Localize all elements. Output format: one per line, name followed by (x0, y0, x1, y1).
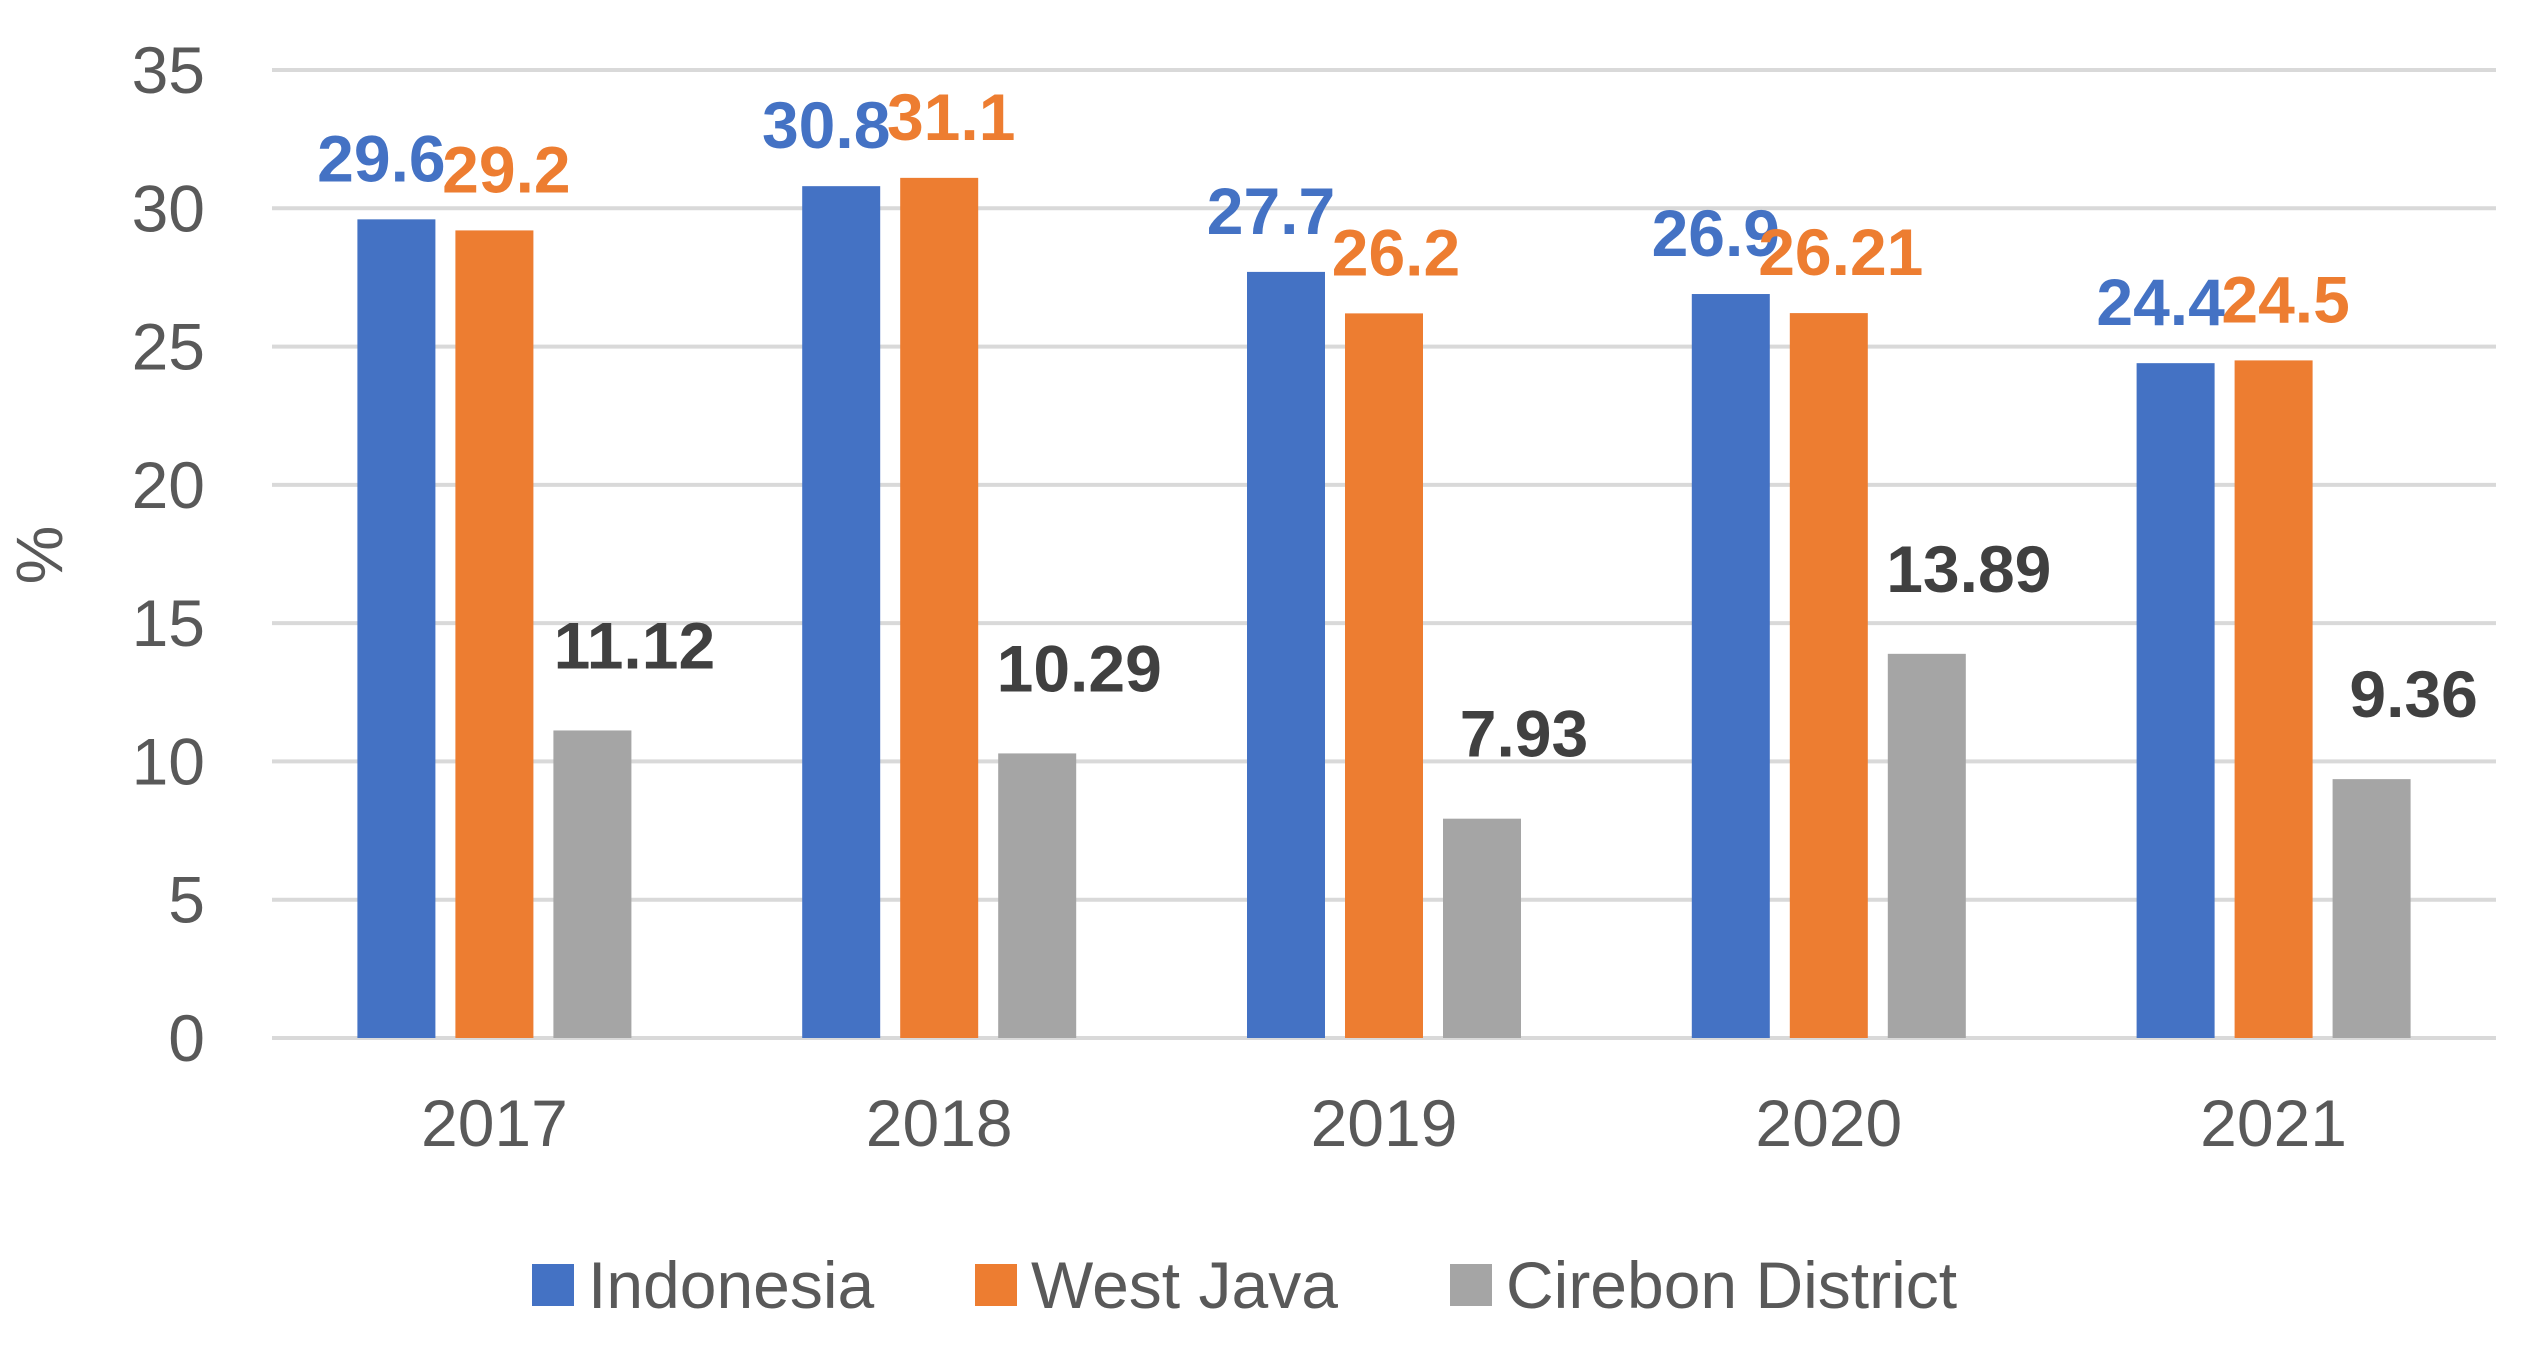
data-label-indonesia-2021: 24.4 (2096, 265, 2225, 339)
bar-indonesia-2017 (357, 219, 436, 1038)
legend-swatch-indonesia (532, 1264, 574, 1306)
bar-indonesia-2020 (1691, 294, 1770, 1039)
bar-indonesia-2018 (802, 186, 881, 1038)
y-tick-label: 25 (132, 310, 205, 384)
y-tick-label: 5 (168, 863, 205, 937)
bar-cirebon-district-2017 (553, 730, 632, 1038)
x-tick-label: 2021 (2200, 1086, 2347, 1160)
bar-cirebon-district-2021 (2332, 779, 2411, 1038)
legend-swatch-cirebon-district (1450, 1264, 1492, 1306)
data-label-west-java-2021: 24.5 (2221, 262, 2349, 336)
data-label-cirebon-district-2019: 7.93 (1460, 697, 1588, 771)
legend-swatch-west-java (975, 1264, 1017, 1306)
data-label-west-java-2017: 29.2 (442, 132, 570, 206)
data-label-indonesia-2020: 26.9 (1652, 196, 1780, 270)
x-tick-label: 2019 (1311, 1086, 1458, 1160)
bar-indonesia-2021 (2136, 363, 2215, 1038)
bar-west-java-2020 (1789, 313, 1868, 1038)
bar-indonesia-2019 (1247, 271, 1325, 1038)
y-tick-label: 0 (168, 1001, 205, 1075)
bar-west-java-2019 (1345, 313, 1423, 1039)
x-tick-label: 2018 (866, 1086, 1013, 1160)
data-label-cirebon-district-2021: 9.36 (2349, 657, 2477, 731)
bars (357, 177, 2411, 1039)
y-tick-label: 30 (132, 171, 205, 245)
data-label-west-java-2020: 26.21 (1758, 215, 1923, 289)
legend-label-west-java: West Java (1031, 1248, 1338, 1322)
data-label-indonesia-2018: 30.8 (762, 88, 890, 162)
bar-west-java-2021 (2234, 360, 2313, 1038)
data-label-west-java-2018: 31.1 (887, 80, 1015, 154)
y-tick-label: 10 (132, 724, 205, 798)
legend-label-indonesia: Indonesia (588, 1248, 875, 1322)
y-axis-label: % (2, 526, 76, 585)
x-axis-ticks: 2017 2018 2019 2020 2021 (421, 1086, 2347, 1160)
data-labels: 29.629.2 11.12 30.831.1 10.29 27.726.2 7.93 26… (317, 80, 2478, 771)
x-tick-label: 2020 (1755, 1086, 1902, 1160)
y-axis-ticks: 0 5 10 15 20 25 30 35 (132, 33, 205, 1075)
data-label-cirebon-district-2020: 13.89 (1886, 532, 2051, 606)
bar-west-java-2018 (900, 177, 979, 1038)
bar-west-java-2017 (455, 230, 534, 1038)
bar-cirebon-district-2020 (1887, 653, 1966, 1038)
data-label-indonesia-2017: 29.6 (317, 121, 445, 195)
data-label-indonesia-2019: 27.7 (1207, 174, 1335, 248)
y-tick-label: 20 (132, 448, 205, 522)
y-tick-label: 35 (132, 33, 205, 107)
bar-cirebon-district-2019 (1443, 818, 1521, 1038)
bar-cirebon-district-2018 (998, 753, 1077, 1038)
y-tick-label: 15 (132, 586, 205, 660)
legend: Indonesia West Java Cirebon District (532, 1248, 1957, 1322)
legend-label-cirebon-district: Cirebon District (1506, 1248, 1957, 1322)
data-label-west-java-2019: 26.2 (1332, 215, 1460, 289)
data-label-cirebon-district-2017: 11.12 (554, 608, 716, 682)
x-tick-label: 2017 (421, 1086, 568, 1160)
data-label-cirebon-district-2018: 10.29 (997, 631, 1162, 705)
